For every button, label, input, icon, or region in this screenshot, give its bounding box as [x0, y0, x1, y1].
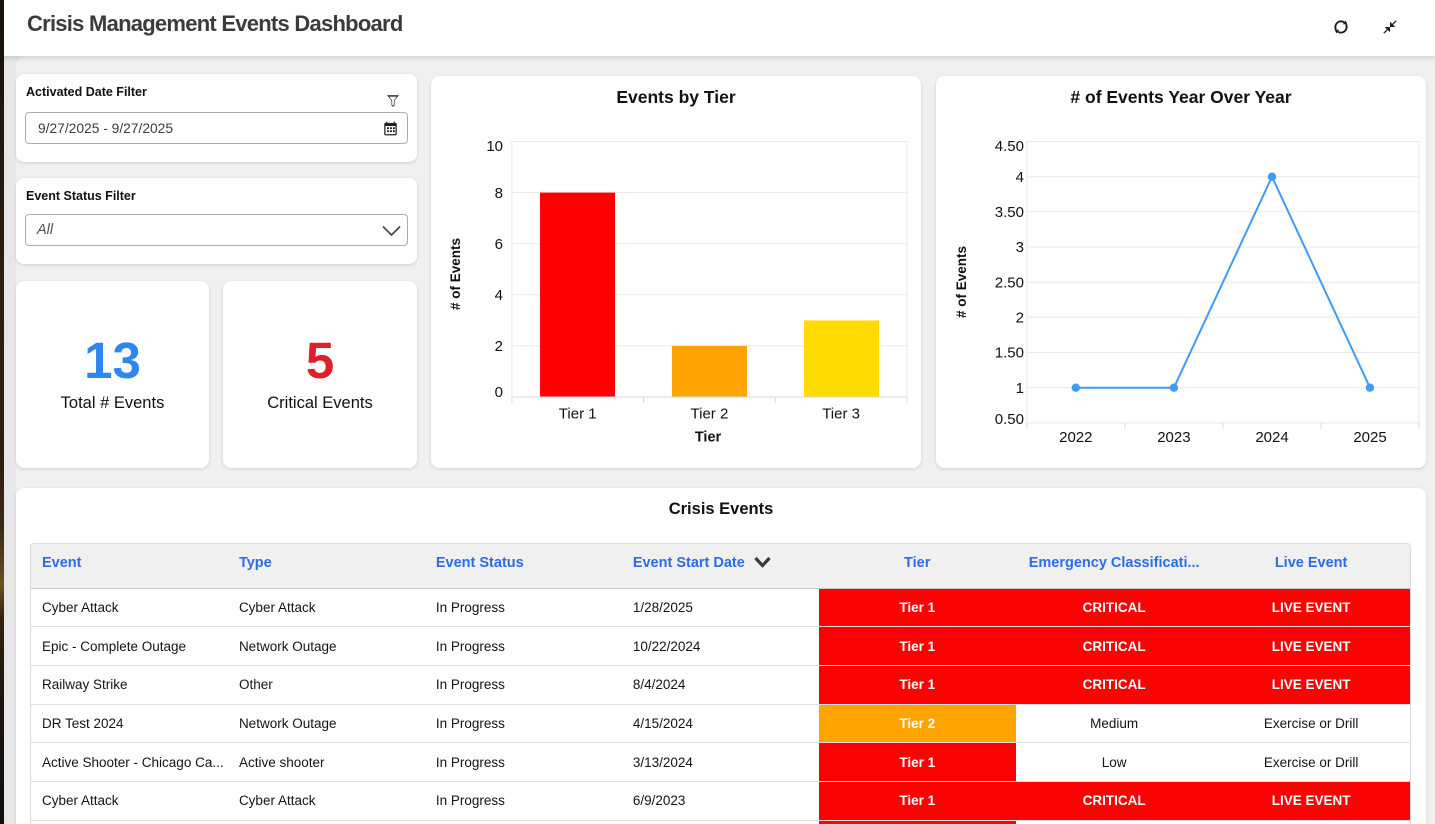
svg-text:Tier: Tier	[695, 430, 722, 446]
svg-text:# of Events: # of Events	[954, 246, 969, 318]
svg-text:6: 6	[495, 236, 503, 253]
svg-text:0.50: 0.50	[995, 411, 1024, 428]
svg-text:4.50: 4.50	[995, 138, 1024, 155]
svg-text:2025: 2025	[1353, 429, 1386, 446]
svg-text:4: 4	[495, 287, 503, 304]
svg-text:2: 2	[1016, 310, 1024, 327]
svg-text:2: 2	[495, 338, 503, 355]
svg-text:10: 10	[486, 138, 503, 155]
svg-text:# of Events: # of Events	[448, 238, 463, 310]
svg-text:1: 1	[1016, 380, 1024, 397]
svg-text:2.50: 2.50	[995, 274, 1024, 291]
svg-text:2024: 2024	[1255, 429, 1288, 446]
svg-text:3: 3	[1016, 239, 1024, 256]
svg-text:Tier 2: Tier 2	[691, 405, 729, 422]
svg-text:2023: 2023	[1157, 429, 1190, 446]
svg-text:4: 4	[1016, 169, 1024, 186]
svg-text:0: 0	[495, 384, 503, 401]
svg-text:2022: 2022	[1059, 429, 1092, 446]
svg-text:1.50: 1.50	[995, 345, 1024, 362]
svg-text:Tier 1: Tier 1	[559, 405, 597, 422]
svg-text:8: 8	[495, 185, 503, 202]
svg-text:3.50: 3.50	[995, 204, 1024, 221]
svg-text:Tier 3: Tier 3	[822, 405, 860, 422]
